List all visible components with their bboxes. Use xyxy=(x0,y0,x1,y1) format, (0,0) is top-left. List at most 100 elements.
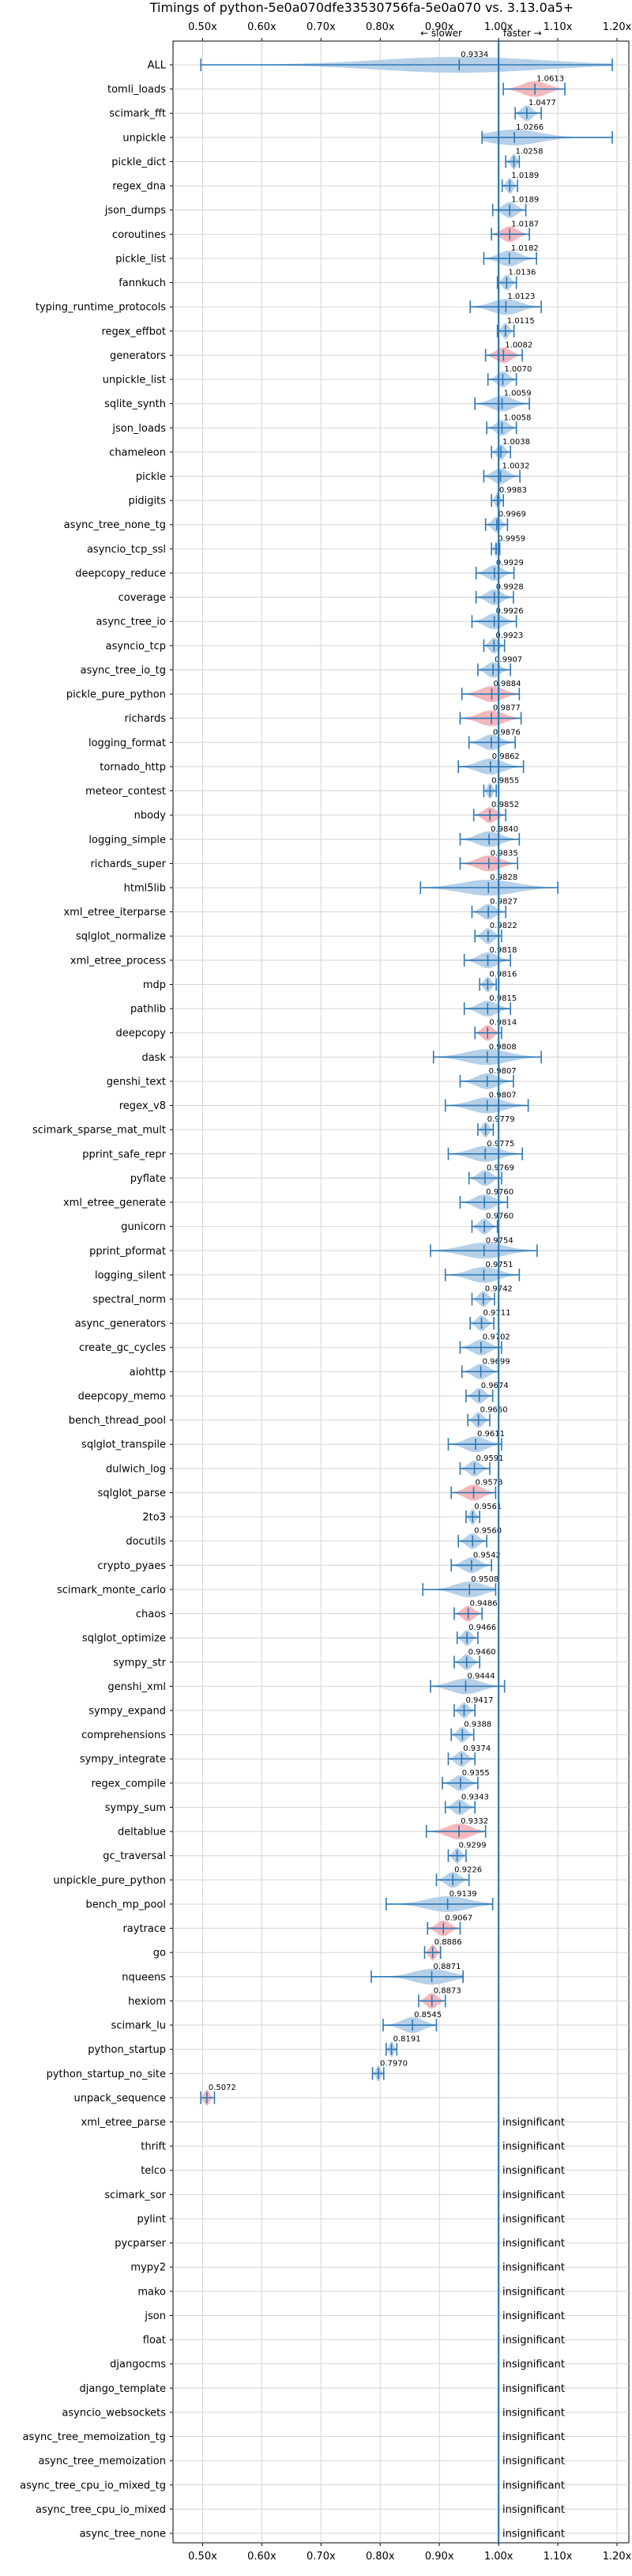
violin-2to3: 0.9561 xyxy=(465,1503,502,1525)
insignificant-label: insignificant xyxy=(502,2504,565,2516)
value-label: 0.9835 xyxy=(491,849,518,858)
insignificant-label: insignificant xyxy=(502,2431,565,2443)
violin-meteor_contest: 0.9855 xyxy=(483,777,519,799)
violin-regex_v8: 0.9807 xyxy=(444,1092,529,1114)
value-label: 0.8871 xyxy=(434,1963,461,1971)
violin-pickle_list: 1.0182 xyxy=(483,244,539,266)
benchmark-label: generators xyxy=(110,350,166,362)
x-tick-label-bottom: 0.70x xyxy=(307,2551,336,2563)
value-label: 0.9983 xyxy=(499,486,527,495)
benchmark-label: deltablue xyxy=(118,1827,166,1839)
value-label: 0.9923 xyxy=(495,632,523,640)
benchmark-label: genshi_xml xyxy=(107,1681,166,1693)
value-label: 1.0266 xyxy=(516,123,544,132)
value-label: 1.0038 xyxy=(502,438,530,447)
benchmark-label: pylint xyxy=(137,2213,166,2225)
benchmark-label: async_tree_memoization_tg xyxy=(23,2431,166,2443)
value-label: 1.0187 xyxy=(511,220,539,228)
insignificant-label: insignificant xyxy=(502,2189,565,2201)
violin-deepcopy: 0.9814 xyxy=(474,1019,517,1041)
value-label: 0.9486 xyxy=(470,1600,498,1609)
benchmark-label: async_tree_cpu_io_mixed_tg xyxy=(20,2480,166,2491)
value-label: 0.9818 xyxy=(490,946,517,955)
value-label: 1.0058 xyxy=(503,413,531,422)
violin-async_generators: 0.9711 xyxy=(469,1309,510,1332)
value-label: 0.9542 xyxy=(473,1551,501,1560)
violin-nbody: 0.9852 xyxy=(472,801,519,824)
benchmark-label: go xyxy=(153,1948,166,1959)
violin-unpickle_pure_python: 0.9226 xyxy=(435,1865,482,1888)
benchmark-label: hexiom xyxy=(128,1996,166,2008)
violin-html5lib: 0.9828 xyxy=(419,873,559,896)
benchmark-label: sqlglot_normalize xyxy=(76,931,166,943)
benchmark-label: pyflate xyxy=(130,1173,166,1185)
violin-logging_format: 0.9876 xyxy=(468,728,521,751)
benchmark-label: chameleon xyxy=(109,447,166,458)
x-tick-label-top: 1.10x xyxy=(544,21,573,33)
violin-generators: 1.0082 xyxy=(484,341,532,364)
value-label: 0.9807 xyxy=(489,1067,517,1076)
violin-unpickle_list: 1.0070 xyxy=(487,365,532,387)
insignificant-label: insignificant xyxy=(502,2238,565,2250)
benchmark-label: coroutines xyxy=(112,229,166,241)
x-tick-label-bottom: 0.80x xyxy=(366,2551,395,2563)
violin-logging_simple: 0.9840 xyxy=(459,825,521,847)
benchmark-label: json_loads xyxy=(111,423,166,435)
benchmark-label: unpickle xyxy=(122,132,166,144)
benchmark-label: crypto_pyaes xyxy=(97,1560,166,1572)
x-tick-label-bottom: 0.50x xyxy=(188,2551,217,2563)
benchmark-label: sqlglot_optimize xyxy=(82,1633,166,1645)
violin-gunicorn: 0.9760 xyxy=(471,1213,514,1235)
benchmark-label: scimark_sor xyxy=(104,2189,166,2201)
benchmark-label: mdp xyxy=(143,979,166,991)
violin-scimark_fft: 1.0477 xyxy=(514,99,556,122)
insignificant-label: insignificant xyxy=(502,2117,565,2129)
value-label: 0.9355 xyxy=(462,1769,490,1778)
violin-async_tree_none_tg: 0.9969 xyxy=(484,511,526,533)
insignificant-label: insignificant xyxy=(502,2407,565,2419)
violin-asyncio_tcp: 0.9923 xyxy=(483,632,523,654)
benchmark-label: python_startup_no_site xyxy=(47,2069,166,2080)
benchmark-label: ALL xyxy=(148,60,167,72)
benchmark-label: logging_silent xyxy=(95,1269,166,1281)
benchmark-label: bench_thread_pool xyxy=(69,1415,166,1427)
violin-asyncio_tcp_ssl: 0.9959 xyxy=(491,534,525,557)
value-label: 1.0115 xyxy=(507,317,535,326)
insignificant-label: insignificant xyxy=(502,2165,565,2177)
value-label: 1.0189 xyxy=(511,172,539,180)
violin-sqlglot_parse: 0.9578 xyxy=(450,1478,503,1501)
benchmark-label: tomli_loads xyxy=(107,84,166,96)
benchmark-label: mako xyxy=(137,2286,166,2298)
value-label: 0.9827 xyxy=(490,898,517,907)
value-label: 0.9876 xyxy=(493,728,521,737)
benchmark-label: deepcopy xyxy=(115,1028,166,1039)
x-tick-label-top: 0.50x xyxy=(188,21,217,33)
value-label: 0.9959 xyxy=(498,534,525,543)
benchmark-label: pickle xyxy=(136,471,166,483)
benchmark-label: create_gc_cycles xyxy=(79,1342,166,1354)
violin-regex_dna: 1.0189 xyxy=(501,172,539,194)
violin-gc_traversal: 0.9299 xyxy=(447,1842,487,1864)
benchmark-label: scimark_sparse_mat_mult xyxy=(32,1125,166,1137)
violin-async_tree_io: 0.9926 xyxy=(471,607,524,630)
violin-fannkuch: 1.0136 xyxy=(496,269,536,291)
benchmark-label: deepcopy_reduce xyxy=(75,568,166,579)
slower-annotation: ← slower xyxy=(420,28,462,39)
benchmark-label: unpickle_list xyxy=(103,375,166,387)
value-label: 0.9808 xyxy=(489,1043,517,1051)
insignificant-label: insignificant xyxy=(502,2335,565,2347)
benchmark-label: sqlglot_parse xyxy=(98,1488,166,1499)
value-label: 1.0477 xyxy=(529,99,556,107)
violin-pickle_pure_python: 0.9884 xyxy=(461,680,521,702)
violin-pprint_safe_repr: 0.9775 xyxy=(447,1140,523,1162)
value-label: 0.9508 xyxy=(471,1575,498,1584)
benchmark-label: aiohttp xyxy=(130,1367,166,1379)
violin-richards: 0.9877 xyxy=(459,704,522,726)
insignificant-label: insignificant xyxy=(502,2213,565,2225)
violin-scimark_monte_carlo: 0.9508 xyxy=(422,1575,498,1597)
benchmark-label: nbody xyxy=(134,810,167,822)
value-label: 1.0613 xyxy=(536,75,564,84)
benchmark-label: pycparser xyxy=(115,2238,166,2250)
benchmark-label: comprehensions xyxy=(81,1729,166,1741)
